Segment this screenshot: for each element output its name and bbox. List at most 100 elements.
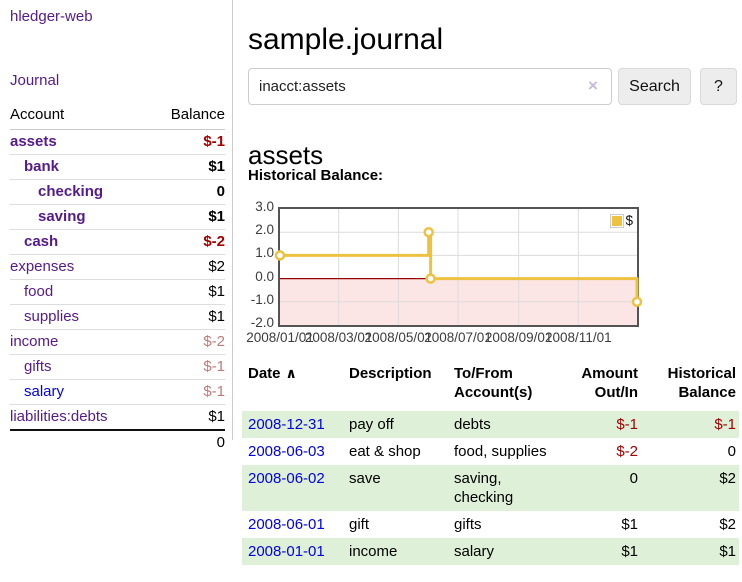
data-point-marker bbox=[274, 250, 286, 261]
account-row: bank $1 bbox=[10, 154, 225, 180]
transaction-date-link[interactable]: 2008-06-02 bbox=[248, 470, 325, 487]
account-balance: $-2 bbox=[148, 329, 225, 355]
data-point-marker bbox=[423, 226, 434, 238]
account-row: food $1 bbox=[10, 279, 225, 305]
table-row: 2008-06-02 save saving, checking 0 $2 bbox=[242, 465, 739, 511]
account-balance: $1 bbox=[148, 304, 225, 330]
transaction-description: gift bbox=[349, 516, 370, 533]
account-balance: $1 bbox=[148, 154, 225, 180]
account-balance: $-2 bbox=[148, 229, 225, 255]
account-link[interactable]: salary bbox=[24, 383, 65, 400]
search-input[interactable] bbox=[248, 68, 612, 105]
transaction-accounts: food, supplies bbox=[454, 443, 547, 460]
chart-plot-area[interactable]: $ bbox=[274, 207, 643, 327]
transaction-accounts: salary bbox=[454, 543, 495, 560]
y-tick-label: -1.0 bbox=[250, 291, 274, 307]
transaction-amount: $-1 bbox=[616, 416, 638, 433]
help-button[interactable]: ? bbox=[700, 68, 737, 105]
app-brand-link[interactable]: hledger-web bbox=[10, 8, 93, 25]
transaction-date-link[interactable]: 2008-06-03 bbox=[248, 443, 325, 460]
transaction-balance: $-1 bbox=[714, 416, 736, 433]
transaction-description: eat & shop bbox=[349, 443, 421, 460]
total-balance: 0 bbox=[148, 429, 225, 455]
account-link[interactable]: supplies bbox=[24, 308, 80, 325]
account-link[interactable]: cash bbox=[24, 233, 59, 250]
account-row: salary $-1 bbox=[10, 379, 225, 405]
date-column-header[interactable]: Date ∧ bbox=[248, 365, 297, 382]
x-tick-label: 2008/05/01 bbox=[364, 330, 433, 345]
chart-canvas bbox=[274, 209, 643, 325]
account-row: expenses $2 bbox=[10, 254, 225, 280]
accounts-column-header: To/From Account(s) bbox=[454, 365, 533, 401]
transaction-description: save bbox=[349, 470, 381, 487]
account-balance: 0 bbox=[148, 179, 225, 205]
y-tick-label: 0.0 bbox=[255, 268, 274, 284]
y-tick-label: 3.0 bbox=[255, 199, 274, 214]
historical-balance-chart: $ 3.0 2.0 1.0 0.0 -1.0 -2.0 2008/01/01 2008/03/… bbox=[244, 199, 664, 350]
account-link[interactable]: checking bbox=[38, 183, 104, 200]
register-header-row: Date ∧ Description To/From Account(s) Amo… bbox=[242, 361, 739, 411]
transaction-balance: $2 bbox=[719, 470, 736, 487]
chart-title: Historical Balance: bbox=[248, 167, 384, 184]
sort-asc-icon: ∧ bbox=[285, 365, 297, 381]
legend-swatch-inner bbox=[612, 215, 623, 226]
transaction-accounts: gifts bbox=[454, 516, 482, 533]
transaction-date-link[interactable]: 2008-12-31 bbox=[248, 416, 325, 433]
accounts-table-header: Account Balance bbox=[10, 103, 225, 130]
account-balance: $1 bbox=[148, 204, 225, 230]
account-balance: $-1 bbox=[148, 129, 225, 155]
account-link[interactable]: food bbox=[24, 283, 54, 300]
total-row: 0 bbox=[10, 429, 225, 455]
transaction-amount: $-2 bbox=[616, 443, 638, 460]
account-row: assets $-1 bbox=[10, 129, 225, 155]
account-link[interactable]: gifts bbox=[24, 358, 52, 375]
account-balance: $1 bbox=[148, 404, 225, 431]
y-tick-label: -2.0 bbox=[250, 315, 274, 330]
search-button[interactable]: Search bbox=[618, 68, 691, 105]
account-link[interactable]: saving bbox=[38, 208, 86, 225]
description-column-header: Description bbox=[349, 365, 432, 382]
transaction-balance: 0 bbox=[727, 443, 736, 460]
amount-column-header: Amount Out/In bbox=[581, 365, 638, 401]
chart-legend: $ bbox=[610, 213, 633, 228]
data-point-marker bbox=[425, 273, 436, 284]
account-link[interactable]: expenses bbox=[10, 258, 75, 275]
account-link[interactable]: income bbox=[10, 333, 59, 350]
x-tick-label: 2008/01/01 bbox=[246, 330, 314, 345]
account-heading: assets bbox=[248, 139, 324, 170]
account-balance: $-1 bbox=[148, 379, 225, 405]
account-balance: $2 bbox=[148, 254, 225, 280]
clear-search-icon[interactable]: × bbox=[588, 76, 598, 95]
transaction-amount: 0 bbox=[629, 470, 638, 487]
x-tick-label: 2008/03/01 bbox=[304, 330, 373, 345]
transaction-accounts: saving, checking bbox=[454, 470, 514, 506]
transaction-accounts: debts bbox=[454, 416, 491, 433]
transaction-amount: $1 bbox=[621, 516, 638, 533]
table-row: 2008-01-01 income salary $1 $1 bbox=[242, 538, 739, 565]
transaction-date-link[interactable]: 2008-01-01 bbox=[248, 543, 325, 560]
search-form: × Search ? bbox=[248, 68, 738, 105]
account-balance: $1 bbox=[148, 279, 225, 305]
accounts-table: Account Balance assets $-1 bank $1 checking 0… bbox=[10, 103, 225, 455]
transaction-amount: $1 bbox=[621, 543, 638, 560]
account-link[interactable]: assets bbox=[10, 133, 57, 150]
y-tick-label: 2.0 bbox=[255, 222, 274, 238]
sidebar-item-journal[interactable]: Journal bbox=[10, 72, 60, 89]
account-link[interactable]: liabilities:debts bbox=[10, 408, 108, 425]
account-link[interactable]: bank bbox=[24, 158, 60, 175]
legend-swatch bbox=[610, 213, 625, 228]
transaction-description: income bbox=[349, 543, 398, 560]
transaction-date-link[interactable]: 2008-06-01 bbox=[248, 516, 325, 533]
register-table: Date ∧ Description To/From Account(s) Amo… bbox=[242, 361, 739, 565]
account-row: cash $-2 bbox=[10, 229, 225, 255]
sidebar: hledger-web Journal Account Balance asse… bbox=[0, 0, 233, 455]
balance-column-header: Balance bbox=[148, 103, 225, 130]
transaction-balance: $2 bbox=[719, 516, 736, 533]
transaction-balance: $1 bbox=[719, 543, 736, 560]
table-row: 2008-12-31 pay off debts $-1 $-1 bbox=[242, 411, 739, 438]
y-tick-label: 1.0 bbox=[255, 245, 274, 261]
x-tick-label: 2008/07/01 bbox=[424, 330, 492, 345]
account-row: checking 0 bbox=[10, 179, 225, 205]
x-tick-label: 2008/11/01 bbox=[545, 330, 612, 345]
